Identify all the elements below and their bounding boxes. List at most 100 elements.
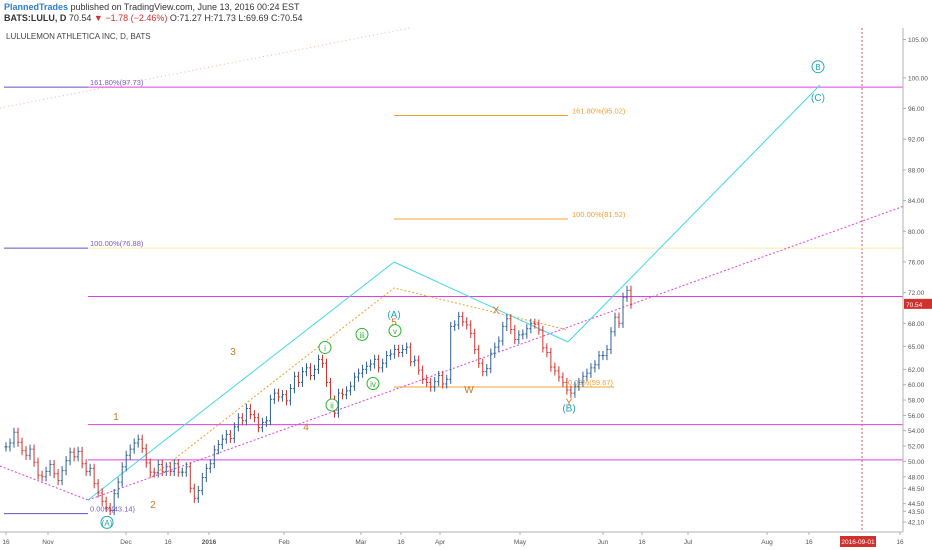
candle — [208, 459, 212, 473]
candle — [124, 450, 128, 472]
x-tick-label: Nov — [42, 539, 54, 546]
candle — [148, 458, 152, 477]
y-tick-label: 60.00 — [908, 382, 925, 389]
level-label: 0.00%(43.14) — [90, 505, 136, 514]
candle — [561, 372, 565, 388]
candle — [128, 444, 132, 460]
candle — [425, 374, 429, 388]
candle — [212, 445, 216, 469]
candle — [473, 328, 477, 355]
candle — [381, 358, 385, 373]
y-tick-label: 48.00 — [908, 474, 925, 481]
svg-text:3: 3 — [230, 347, 236, 358]
candle — [353, 372, 357, 391]
candle — [525, 324, 529, 339]
candle — [172, 459, 176, 476]
candle — [541, 325, 545, 353]
wave-label: 5 — [391, 318, 397, 329]
symbol-line: BATS:LULU, D 70.54 ▼ −1.78 (−2.46%) O:71… — [4, 13, 303, 23]
candle — [349, 381, 353, 396]
x-tick-label: 16 — [164, 539, 172, 546]
y-tick-label: 42.10 — [908, 520, 925, 527]
svg-text:5: 5 — [391, 318, 397, 329]
candle — [92, 463, 96, 489]
symbol-info: BATS:LULU, D — [4, 13, 67, 23]
candle — [621, 292, 625, 328]
y-tick-label: 56.00 — [908, 413, 925, 420]
candle — [533, 318, 537, 329]
candle — [557, 366, 561, 382]
candle — [513, 324, 517, 345]
wave-a-line — [87, 261, 395, 501]
candle — [601, 350, 605, 361]
candle — [272, 388, 276, 404]
publisher-name[interactable]: PlannedTrades — [4, 2, 69, 12]
candle — [284, 390, 288, 406]
wave-label: iii — [355, 327, 369, 341]
candle — [264, 416, 268, 427]
svg-text:X: X — [493, 305, 500, 316]
candle — [232, 422, 236, 444]
candle — [156, 459, 160, 478]
candle — [288, 383, 292, 406]
candle — [457, 311, 461, 330]
candle — [64, 456, 68, 476]
candle — [397, 344, 401, 358]
y-tick-label: 54.00 — [908, 428, 925, 435]
wave-c-line — [567, 84, 821, 343]
wave-label: iv — [366, 377, 380, 391]
candle — [312, 364, 316, 381]
publish-line: PlannedTrades published on TradingView.c… — [4, 2, 300, 12]
y-tick-label: 68.00 — [908, 321, 925, 328]
candle — [577, 377, 581, 391]
candle — [377, 354, 381, 373]
y-tick-label: 80.00 — [908, 229, 925, 236]
x-tick-label: 2016 — [202, 539, 217, 546]
candle — [308, 363, 312, 381]
candle — [132, 438, 136, 454]
candle — [393, 344, 397, 359]
candle — [605, 344, 609, 361]
level-label: 161.80%(95.02) — [572, 106, 626, 115]
x-tick-label: Dec — [120, 539, 132, 546]
y-tick-label: 62.00 — [908, 367, 925, 374]
candle — [337, 388, 341, 418]
candle — [373, 354, 377, 369]
candle — [108, 502, 112, 516]
candle — [40, 470, 44, 482]
candle — [120, 462, 124, 487]
x-tick-label: May — [514, 539, 527, 546]
candle — [497, 336, 501, 352]
y-tick-label: 92.00 — [908, 137, 925, 144]
candle — [481, 358, 485, 377]
candle — [597, 350, 601, 370]
wave-label: 1 — [113, 412, 119, 423]
candle — [365, 361, 369, 374]
candle — [60, 466, 64, 486]
candle — [449, 321, 453, 384]
y-tick-label: 52.00 — [908, 444, 925, 451]
price-tag — [904, 298, 932, 309]
candle — [489, 348, 493, 374]
ohlc-values: O:71.27 H:71.73 L:69.69 C:70.54 — [169, 13, 303, 23]
candle — [461, 311, 465, 327]
y-tick-label: 105.00 — [908, 37, 928, 44]
x-tick-label: 16 — [805, 539, 813, 546]
candle — [16, 427, 20, 447]
candle — [200, 472, 204, 496]
y-tick-label: 58.00 — [908, 398, 925, 405]
candle — [300, 367, 304, 388]
candle — [140, 434, 144, 453]
candle — [325, 358, 329, 388]
candle — [292, 371, 296, 394]
candle — [72, 447, 76, 462]
candle — [409, 342, 413, 367]
x-tick-label: 16 — [896, 539, 904, 546]
candle — [44, 466, 48, 482]
candle — [477, 344, 481, 368]
candle — [613, 312, 617, 337]
candle — [357, 368, 361, 382]
svg-text:1: 1 — [113, 412, 119, 423]
candle — [196, 485, 200, 503]
candle — [280, 390, 284, 402]
